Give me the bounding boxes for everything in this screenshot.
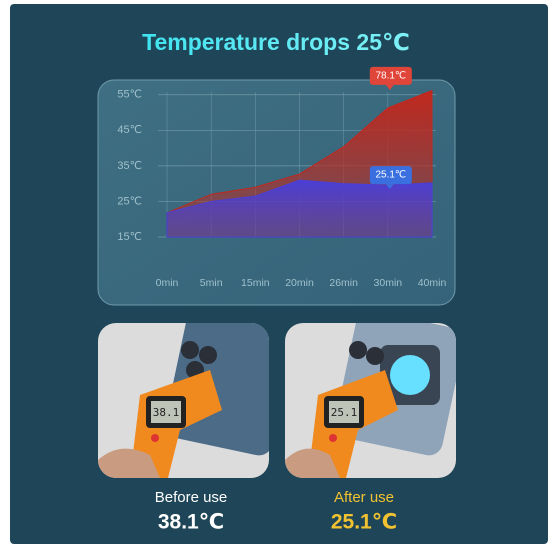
annotation-box [369, 66, 412, 85]
annotation: 78.1℃ [375, 71, 406, 82]
before-label: Before use [155, 489, 228, 506]
area [166, 179, 433, 238]
y-tick-label: 15℃ [117, 231, 142, 243]
x-tick-label: 0min [156, 277, 179, 289]
before-value: 38.1℃ [158, 511, 224, 534]
x-tick-label: 40min [418, 277, 447, 289]
y-tick-label: 45℃ [117, 124, 142, 136]
y-tick-label: 35℃ [117, 160, 142, 172]
y-tick-label: 25℃ [117, 195, 142, 207]
x-tick-label: 30min [374, 277, 403, 289]
photo-before: 38.1 [98, 323, 269, 478]
annotation-box [369, 166, 412, 185]
y-tick-label: 55℃ [117, 89, 142, 101]
after-value: 25.1℃ [331, 511, 397, 534]
plot: 15℃ 25℃ 35℃ 45℃ 55℃ 0min 5min 15min 20min 26min 30… [117, 66, 447, 289]
svg-text:25.1: 25.1 [331, 406, 358, 419]
annotation-pointer [385, 84, 394, 90]
svg-text:38.1: 38.1 [153, 406, 180, 419]
x-tick-label: 5min [200, 277, 223, 289]
x-tick-label: 15min [241, 277, 270, 289]
title: Temperature drops 25℃ [142, 29, 410, 55]
annotation-pointer [385, 184, 394, 190]
photo-after: 25.1 [285, 323, 456, 478]
x-tick-label: 26min [329, 277, 358, 289]
annotation: 25.1℃ [375, 170, 406, 181]
x-tick-label: 20min [285, 277, 314, 289]
after-label: After use [334, 489, 394, 506]
